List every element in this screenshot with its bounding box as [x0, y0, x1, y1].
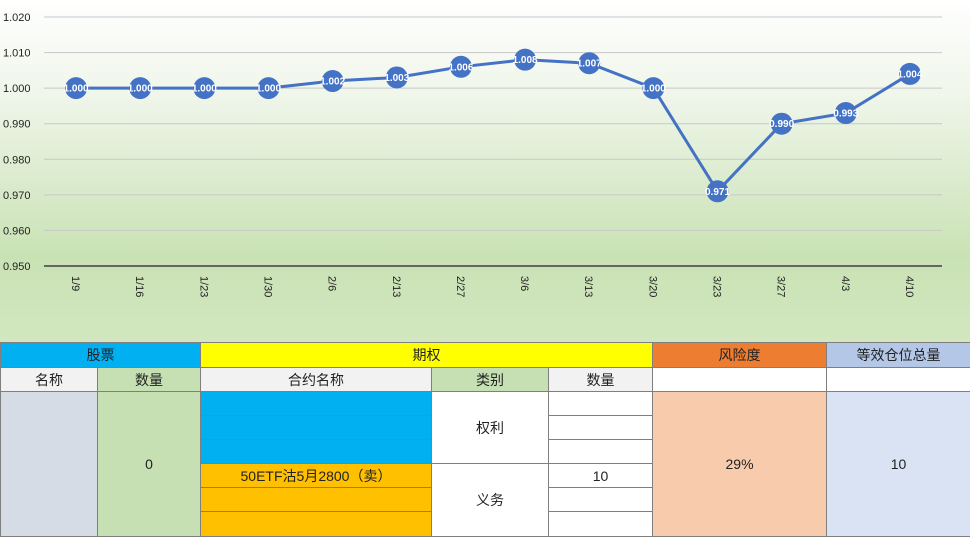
stock-name-cell[interactable] — [0, 391, 98, 537]
data-label: 1.003 — [384, 73, 409, 84]
option-qty-cell[interactable] — [547, 487, 654, 512]
position-table: 股票 期权 风险度 等效仓位总量 名称 数量 合约名称 类别 数量 0 权利 2… — [0, 342, 970, 537]
data-point — [578, 52, 601, 75]
y-tick-label: 1.020 — [3, 12, 31, 24]
data-point — [642, 77, 665, 100]
option-qty-cell[interactable] — [547, 439, 654, 464]
data-point — [385, 66, 408, 89]
x-tick-label: 3/13 — [582, 276, 594, 297]
x-tick-label: 3/27 — [775, 276, 787, 297]
x-tick-label: 2/27 — [454, 276, 466, 297]
risk-value: 29% — [652, 391, 828, 537]
category-rights: 权利 — [431, 391, 549, 464]
data-points: 1.000 1.000 1.000 1.000 1.002 1.003 1.006 1.008… — [64, 48, 923, 203]
data-label: 1.000 — [256, 84, 281, 95]
option-qty-cell[interactable] — [547, 391, 654, 416]
x-tick-label: 1/9 — [69, 276, 81, 291]
data-label: 1.004 — [897, 69, 922, 80]
data-point — [257, 77, 280, 100]
data-point — [898, 62, 921, 85]
data-point — [129, 77, 152, 100]
x-tick-label: 2/6 — [326, 276, 338, 291]
contract-cell[interactable] — [200, 391, 432, 416]
data-point — [449, 55, 472, 78]
option-qty-cell[interactable] — [547, 511, 654, 537]
category-obligation: 义务 — [431, 463, 549, 537]
x-tick-label: 3/20 — [646, 276, 658, 297]
subheader-stock-qty: 数量 — [97, 367, 201, 392]
x-tick-label: 4/10 — [903, 276, 915, 297]
y-tick-label: 1.000 — [3, 83, 31, 95]
y-tick-label: 0.970 — [3, 190, 31, 202]
x-tick-label: 4/3 — [839, 276, 851, 291]
data-label: 0.990 — [769, 119, 794, 130]
contract-cell[interactable] — [200, 511, 432, 537]
data-label: 1.007 — [577, 59, 602, 70]
data-label: 1.000 — [641, 84, 666, 95]
line-chart: 0.950 0.960 0.970 0.980 0.990 1.000 1.010 1.020… — [3, 12, 942, 297]
contract-cell[interactable] — [200, 415, 432, 440]
data-point — [514, 48, 537, 71]
x-tick-label: 1/16 — [133, 276, 145, 297]
data-point — [834, 102, 857, 125]
subheader-stock-name: 名称 — [0, 367, 98, 392]
data-point — [321, 70, 344, 93]
data-point — [65, 77, 88, 100]
y-tick-label: 0.990 — [3, 119, 31, 131]
subheader-risk-empty — [652, 367, 828, 392]
data-label: 1.006 — [448, 62, 473, 73]
y-axis-ticks: 0.950 0.960 0.970 0.980 0.990 1.000 1.010 1.020 — [3, 12, 31, 273]
option-qty-cell[interactable] — [547, 415, 654, 440]
header-risk: 风险度 — [652, 342, 828, 368]
data-label: 1.000 — [128, 84, 153, 95]
data-label: 1.002 — [320, 77, 345, 88]
contract-cell[interactable]: 50ETF沽5月2800（卖） — [200, 463, 432, 488]
data-point — [706, 180, 729, 203]
y-tick-label: 1.010 — [3, 48, 31, 60]
option-qty-cell[interactable]: 10 — [547, 463, 654, 488]
subheader-option-qty: 数量 — [547, 367, 654, 392]
x-tick-label: 2/13 — [390, 276, 402, 297]
header-equiv-position: 等效仓位总量 — [826, 342, 970, 368]
data-point — [193, 77, 216, 100]
x-tick-label: 1/30 — [262, 276, 274, 297]
chart-area: 0.950 0.960 0.970 0.980 0.990 1.000 1.010 1.020… — [0, 0, 970, 343]
subheader-category: 类别 — [431, 367, 549, 392]
data-label: 0.971 — [705, 187, 730, 198]
header-stock: 股票 — [0, 342, 201, 368]
data-label: 0.993 — [833, 109, 858, 120]
contract-cell[interactable] — [200, 487, 432, 512]
y-tick-label: 0.980 — [3, 154, 31, 166]
x-axis-ticks: 1/9 1/16 1/23 1/30 2/6 2/13 2/27 3/6 3/13 3/20 3/2… — [69, 276, 915, 297]
data-label: 1.000 — [64, 84, 89, 95]
header-option: 期权 — [199, 342, 654, 368]
x-tick-label: 1/23 — [197, 276, 209, 297]
subheader-equiv-empty — [826, 367, 970, 392]
y-tick-label: 0.950 — [3, 261, 31, 273]
x-tick-label: 3/6 — [518, 276, 530, 291]
data-label: 1.008 — [513, 55, 538, 66]
x-tick-label: 3/23 — [711, 276, 723, 297]
equiv-value: 10 — [826, 391, 970, 537]
data-label: 1.000 — [192, 84, 217, 95]
subheader-contract-name: 合约名称 — [200, 367, 432, 392]
contract-cell[interactable] — [200, 439, 432, 464]
stock-qty-cell[interactable]: 0 — [97, 391, 201, 537]
data-point — [770, 112, 793, 135]
gridlines — [44, 16, 942, 231]
y-tick-label: 0.960 — [3, 225, 31, 237]
